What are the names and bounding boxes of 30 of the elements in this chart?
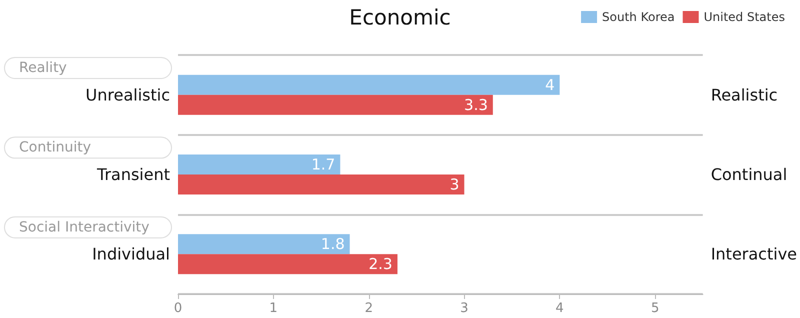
y2-tick-label: Realistic bbox=[710, 85, 778, 104]
legend-label: United States bbox=[704, 10, 786, 24]
bar bbox=[178, 174, 464, 194]
bar bbox=[178, 94, 493, 115]
bar bbox=[178, 74, 560, 95]
legend-label: South Korea bbox=[602, 10, 675, 24]
x-tick-label: 1 bbox=[269, 301, 278, 316]
x-tick-label: 0 bbox=[174, 301, 182, 316]
text: Continuity bbox=[19, 140, 92, 156]
y-tick-label: Transient bbox=[96, 165, 170, 184]
chart-title: Economic bbox=[349, 6, 451, 30]
data-label: 1.8 bbox=[320, 235, 345, 254]
bar bbox=[178, 234, 350, 254]
text: Social Interactivity bbox=[19, 219, 150, 236]
y2-tick-label: Continual bbox=[710, 165, 788, 184]
data-label: 2.3 bbox=[368, 255, 392, 274]
x-tick-label: 4 bbox=[556, 301, 564, 316]
bar bbox=[178, 254, 398, 274]
data-label: 4 bbox=[545, 76, 555, 94]
x-tick-label: 5 bbox=[650, 301, 660, 316]
data-label: 3.3 bbox=[464, 96, 488, 114]
bar bbox=[178, 154, 340, 174]
y2-tick-label: Interactive bbox=[710, 244, 797, 264]
x-tick-label: 3 bbox=[460, 301, 468, 316]
y-tick-label: Individual bbox=[92, 244, 170, 264]
data-label: 3 bbox=[450, 176, 460, 194]
data-label: 1.7 bbox=[311, 156, 336, 174]
text: Reality bbox=[19, 60, 67, 76]
y-tick-label: Unrealistic bbox=[86, 85, 170, 104]
x-tick-label: 2 bbox=[364, 301, 373, 316]
